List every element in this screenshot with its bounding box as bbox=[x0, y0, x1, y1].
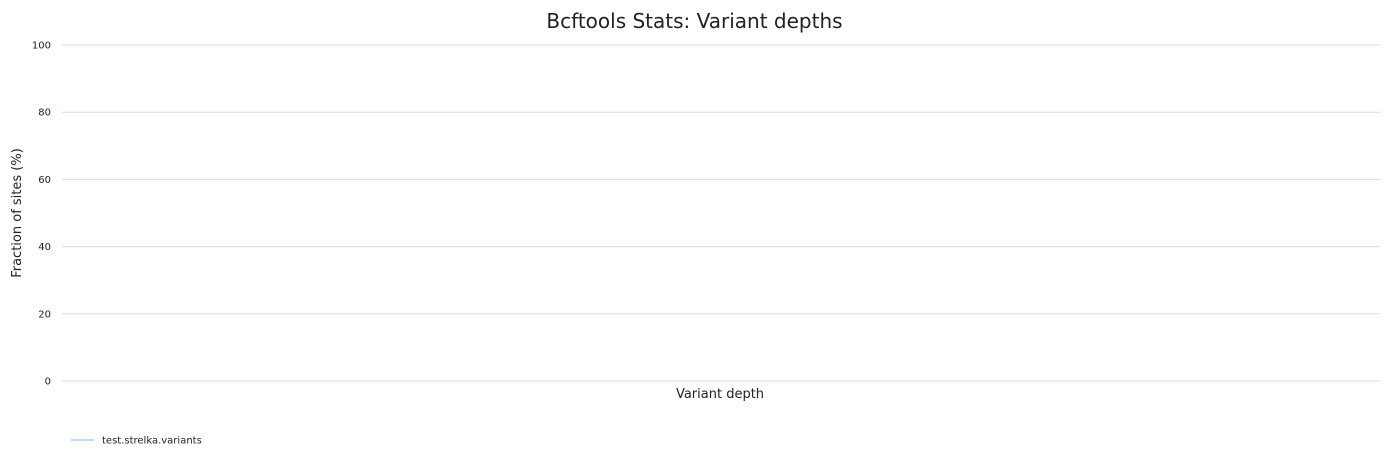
x-axis-label: Variant depth bbox=[676, 387, 764, 402]
legend[interactable]: test.strelka.variants bbox=[71, 436, 202, 447]
y-tick-label-0: 0 bbox=[45, 377, 51, 388]
y-tick-label-20: 20 bbox=[38, 309, 51, 320]
y-tick-labels: 0 20 40 60 80 100 bbox=[32, 41, 51, 388]
y-tick-label-80: 80 bbox=[38, 108, 51, 119]
legend-label-0[interactable]: test.strelka.variants bbox=[102, 436, 202, 447]
chart-title: Bcftools Stats: Variant depths bbox=[546, 9, 842, 33]
y-tick-label-60: 60 bbox=[38, 175, 51, 186]
y-tick-label-100: 100 bbox=[32, 41, 51, 52]
y-axis-label: Fraction of sites (%) bbox=[10, 148, 25, 278]
y-tick-label-40: 40 bbox=[38, 242, 51, 253]
y-gridlines bbox=[62, 44, 1380, 382]
